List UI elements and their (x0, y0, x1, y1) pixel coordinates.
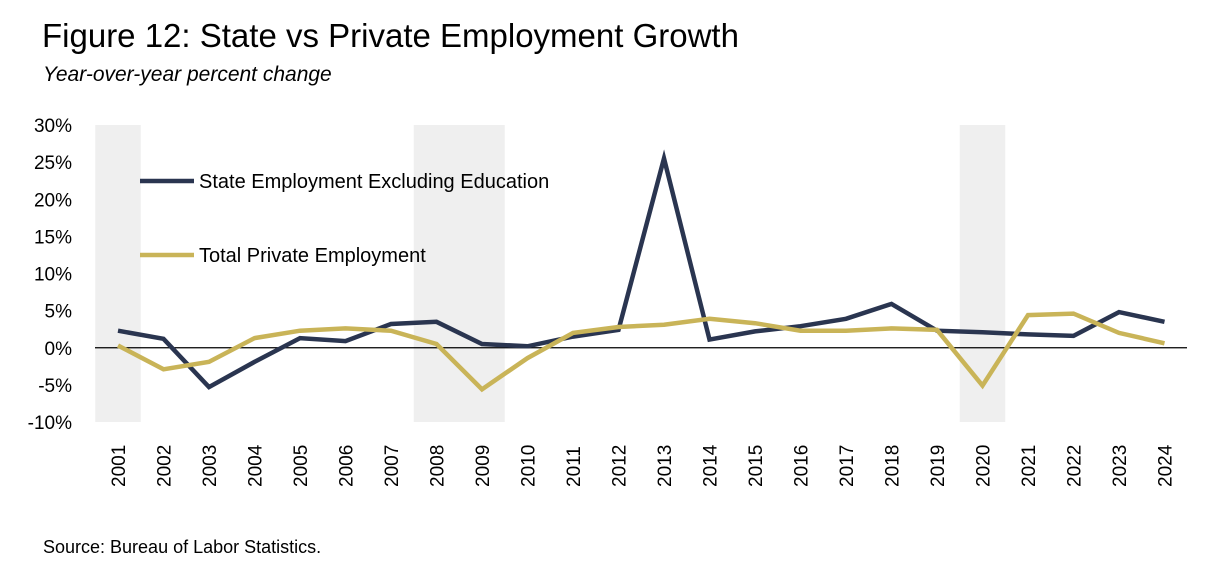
x-tick-label: 2005 (291, 445, 312, 487)
y-tick-label: 5% (45, 302, 73, 323)
series-line-state-employment (117, 149, 1165, 390)
x-tick-label: 2011 (564, 446, 585, 487)
shaded-period-2008-2009 (413, 125, 505, 422)
y-tick-label: 25% (34, 153, 72, 174)
legend-label: Total Private Employment (199, 245, 426, 267)
y-tick-label: 15% (34, 227, 72, 248)
x-tick-label: 2013 (655, 445, 676, 487)
x-tick-label: 2022 (1065, 445, 1086, 487)
x-tick-label: 2015 (746, 445, 767, 487)
shaded-period-2020 (959, 125, 1006, 422)
y-tick-label: -5% (38, 376, 72, 397)
x-tick-label: 2016 (792, 445, 813, 487)
x-tick-label: 2007 (382, 445, 403, 487)
x-tick-label: 2023 (1110, 445, 1131, 487)
legend-label: State Employment Excluding Education (199, 171, 549, 193)
shaded-period-2001 (95, 125, 141, 422)
x-tick-label: 2020 (974, 445, 995, 487)
x-tick-label: 2012 (610, 445, 631, 487)
x-tick-label: 2014 (701, 444, 722, 487)
x-tick-label: 2010 (519, 445, 540, 487)
chart-subtitle: Year-over-year percent change (43, 63, 332, 86)
x-tick-label: 2009 (473, 445, 494, 487)
x-tick-label: 2004 (246, 444, 267, 487)
x-tick-label: 2019 (928, 445, 949, 487)
x-tick-label: 2001 (109, 445, 130, 487)
x-tick-label: 2003 (200, 445, 221, 487)
x-tick-label: 2008 (428, 445, 449, 487)
y-tick-label: 30% (34, 116, 72, 137)
x-tick-label: 2021 (1019, 445, 1040, 487)
x-tick-label: 2017 (837, 445, 858, 487)
y-tick-label: -10% (28, 413, 72, 434)
y-tick-label: 10% (34, 265, 72, 286)
x-tick-label: 2024 (1156, 444, 1177, 487)
x-tick-label: 2006 (337, 445, 358, 487)
source-note: Source: Bureau of Labor Statistics. (43, 537, 322, 557)
x-tick-label: 2002 (155, 445, 176, 487)
y-tick-label: 20% (34, 190, 72, 211)
x-tick-label: 2018 (883, 445, 904, 487)
chart-title: Figure 12: State vs Private Employment G… (42, 17, 739, 54)
y-tick-label: 0% (45, 339, 73, 360)
series-line-private-employment (116, 311, 1166, 393)
